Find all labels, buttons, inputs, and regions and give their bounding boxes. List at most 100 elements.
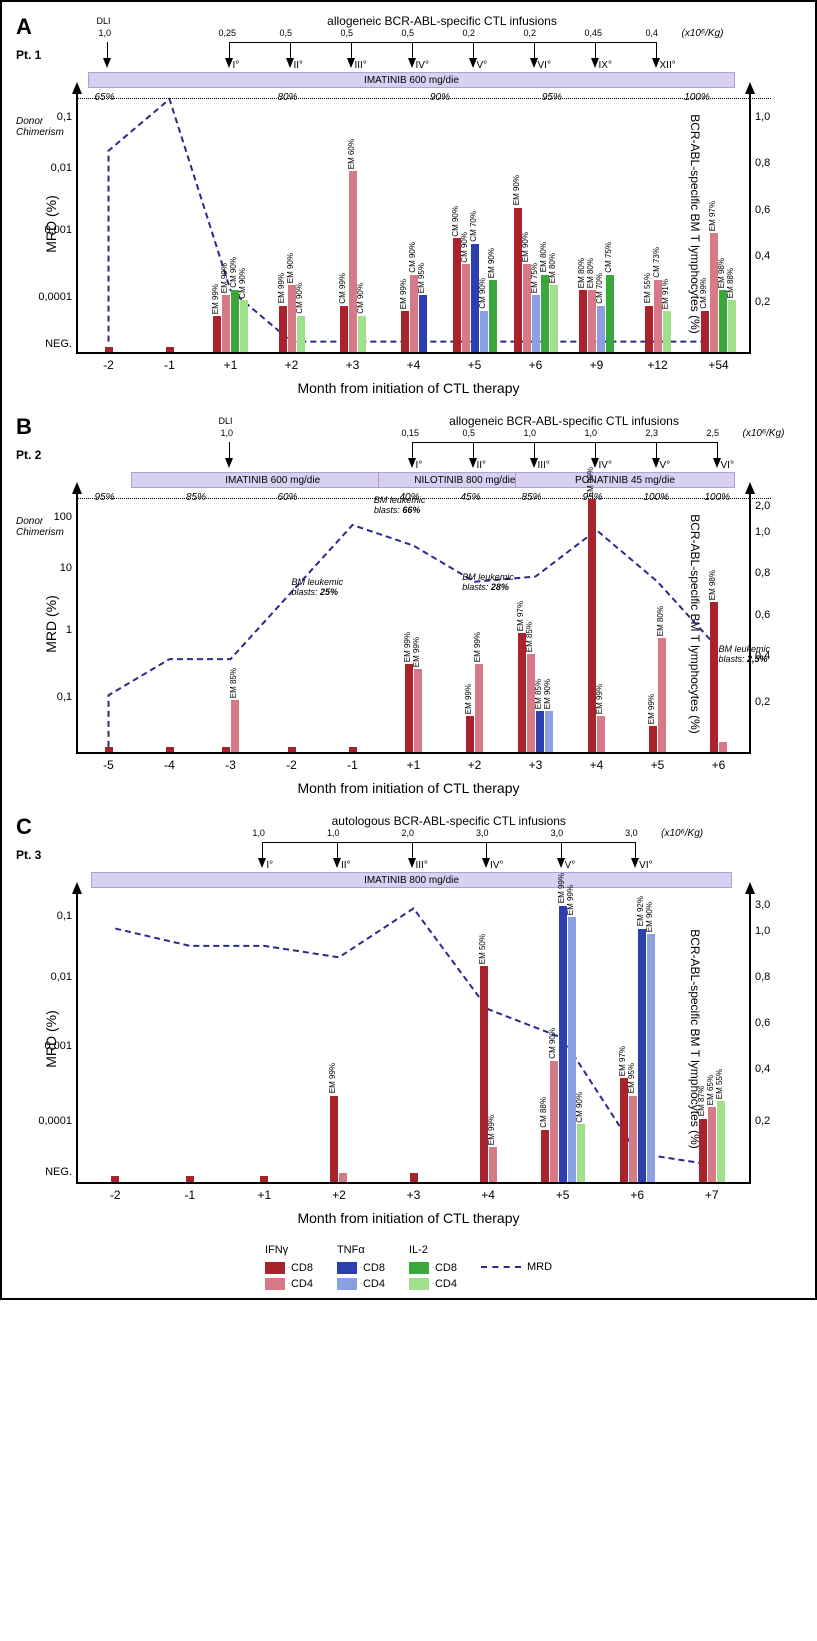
bar-ifng_cd8: EM 99% <box>213 316 221 352</box>
dli-arrow-head <box>103 58 111 68</box>
infusion-number: VI° <box>721 460 734 471</box>
bar-label: EM 99% <box>328 1063 337 1093</box>
bar-ifng_cd8 <box>166 347 174 352</box>
bar-label: EM 88% <box>726 268 735 298</box>
bar-label: EM 98% <box>708 570 717 600</box>
bar-ifng_cd8: EM 99% <box>405 664 413 752</box>
ytick-left: 10 <box>22 562 72 574</box>
bar-label: EM 99% <box>566 885 575 915</box>
bar-label: EM 90% <box>521 232 530 262</box>
legend-mrd-dash <box>481 1266 521 1268</box>
legend-item: CD4 <box>409 1278 457 1290</box>
bar-label: EM 90% <box>286 253 295 283</box>
bar-label: EM 90% <box>487 248 496 278</box>
legend: IFNγCD8CD4TNFαCD8CD4IL-2CD8CD4MRD <box>16 1244 801 1290</box>
panel-c-patient: Pt. 3 <box>16 848 41 862</box>
xtick: -2 <box>110 1188 121 1202</box>
ytick-right: 0,6 <box>755 204 795 216</box>
axis-arrow-left-a <box>72 82 82 94</box>
ytick-left: 0,001 <box>22 224 72 236</box>
infusion-number: V° <box>477 60 488 71</box>
ytick-left: 0,01 <box>22 971 72 983</box>
panel-b-label: B <box>16 414 32 440</box>
bar-label: CM 90% <box>460 232 469 263</box>
drug-bar: IMATINIB 600 mg/die <box>131 472 415 488</box>
dli-label: DLI <box>97 16 111 26</box>
bar-ifng_cd8: CM 99% <box>340 306 348 352</box>
bar-ifng_cd8: EM 55% <box>645 306 653 352</box>
xtick: +3 <box>407 1188 421 1202</box>
infusion-dose: 0,25 <box>219 28 237 38</box>
xtick: +12 <box>647 358 667 372</box>
ytick-right: 0,4 <box>755 1063 795 1075</box>
drug-bar: IMATINIB 800 mg/die <box>91 872 732 888</box>
bar-il2_cd4: EM 88% <box>728 300 736 352</box>
bar-ifng_cd8 <box>410 1173 418 1182</box>
ytick-right: 0,2 <box>755 696 795 708</box>
bar-il2_cd4: CM 90% <box>577 1124 585 1182</box>
bar-label: CM 90% <box>295 283 304 314</box>
infusion-title: autologous BCR-ABL-specific CTL infusion… <box>329 814 569 828</box>
infusion-connector <box>229 42 656 43</box>
ytick-right: 1,0 <box>755 111 795 123</box>
bar-label: EM 99% <box>557 873 566 903</box>
ytick-right: 0,2 <box>755 296 795 308</box>
xtick: +2 <box>468 758 482 772</box>
infusion-number: IX° <box>599 60 612 71</box>
bar-label: EM 99% <box>277 273 286 303</box>
xtick: -1 <box>184 1188 195 1202</box>
infusion-arrow-head <box>530 458 538 468</box>
bar-ifng_cd4: EM 99% <box>222 295 230 352</box>
bar-ifng_cd8: EM 99% <box>466 716 474 752</box>
bar-label: EM 97% <box>516 601 525 631</box>
xtick: +54 <box>708 358 728 372</box>
bar-tnfa_cd8: EM 85% <box>536 711 544 752</box>
xtick: -2 <box>103 358 114 372</box>
ytick-right: 0,4 <box>755 250 795 262</box>
infusion-number: IV° <box>490 860 503 871</box>
infusion-title: allogeneic BCR-ABL-specific CTL infusion… <box>322 14 562 28</box>
ytick-left: NEG. <box>22 1166 72 1178</box>
ytick-right: 0,8 <box>755 567 795 579</box>
bar-ifng_cd4: CM 90% <box>550 1061 558 1182</box>
xtick: -5 <box>103 758 114 772</box>
bar-label: EM 90% <box>543 679 552 709</box>
bar-ifng_cd8 <box>260 1176 268 1182</box>
bar-il2_cd4: EM 80% <box>550 285 558 352</box>
infusion-number: IV° <box>416 60 429 71</box>
bar-ifng_cd4 <box>339 1173 347 1182</box>
xtick: +7 <box>705 1188 719 1202</box>
legend-label: CD4 <box>435 1278 457 1290</box>
bar-tnfa_cd4: EM 99% <box>568 917 576 1182</box>
infusion-connector <box>412 442 717 443</box>
bar-ifng_cd8 <box>349 747 357 752</box>
infusion-dose: 0,5 <box>280 28 293 38</box>
xtick: -1 <box>347 758 358 772</box>
bar-ifng_cd4 <box>719 742 727 752</box>
ytick-right: 3,0 <box>755 899 795 911</box>
xtick: -2 <box>286 758 297 772</box>
bar-label: EM 85% <box>534 679 543 709</box>
ytick-left: 0,01 <box>22 162 72 174</box>
bar-label: EM 80% <box>577 258 586 288</box>
drug-bar: PONATINIB 45 mg/die <box>515 472 735 488</box>
panel-b-patient: Pt. 2 <box>16 448 41 462</box>
infusion-dose: 0,5 <box>463 428 476 438</box>
bar-label: EM 65% <box>706 1075 715 1105</box>
infusion-number: I° <box>233 60 240 71</box>
bar-ifng_cd4: CM 90% <box>462 264 470 352</box>
ytick-left: NEG. <box>22 338 72 350</box>
bar-label: CM 90% <box>575 1092 584 1123</box>
bar-label: EM 80% <box>656 606 665 636</box>
xtick: +6 <box>712 758 726 772</box>
bar-ifng_cd8: CM 99% <box>701 311 709 352</box>
ytick-left: 0,1 <box>22 111 72 123</box>
infusion-number: II° <box>341 860 351 871</box>
legend-label: CD4 <box>291 1278 313 1290</box>
infusion-arrow-head <box>408 458 416 468</box>
bar-il2_cd4: CM 90% <box>297 316 305 352</box>
infusion-number: II° <box>294 60 304 71</box>
bar-label: EM 90% <box>512 175 521 205</box>
infusion-dose: 0,5 <box>341 28 354 38</box>
bar-ifng_cd4: EM 85% <box>231 700 239 752</box>
